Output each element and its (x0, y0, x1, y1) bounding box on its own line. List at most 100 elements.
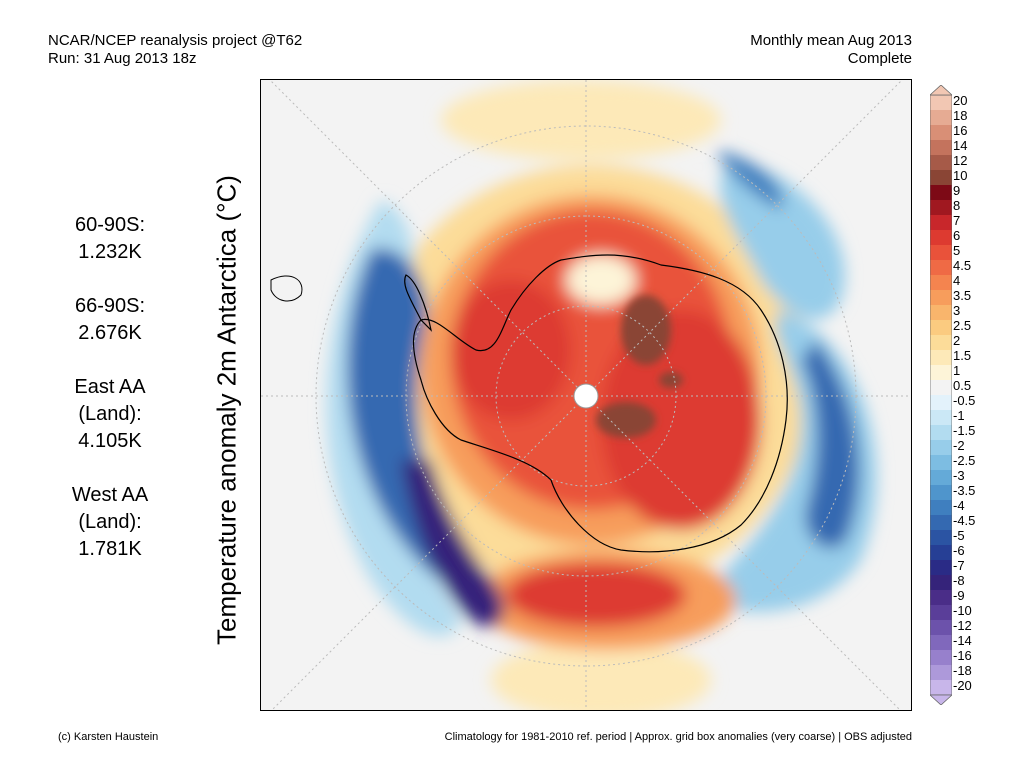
anomaly-maxima (596, 295, 683, 438)
colorbar-cell (930, 530, 952, 546)
colorbar-tick-label: -7 (953, 558, 965, 573)
colorbar-cell (930, 125, 952, 141)
colorbar-cell (930, 365, 952, 381)
footer-credit: (c) Karsten Haustein (58, 731, 159, 743)
colorbar-tick-label: 12 (953, 153, 968, 168)
colorbar-tick-label: 7 (953, 213, 961, 228)
warm-red-east (601, 310, 761, 530)
colorbar-cell (930, 335, 952, 351)
stats-panel: 60-90S: 1.232K 66-90S: 2.676K East AA (L… (40, 212, 180, 590)
colorbar-tick-label: 14 (953, 138, 968, 153)
colorbar-tick-label: -3.5 (953, 483, 976, 498)
colorbar-tick-label: -18 (953, 663, 972, 678)
colorbar-cell (930, 515, 952, 531)
colorbar-cell (930, 215, 952, 231)
colorbar-tick-label: 0.5 (953, 378, 972, 393)
warm-max-1 (621, 295, 671, 365)
colorbar-cell (930, 560, 952, 576)
stat-label: 60-90S: (74, 214, 146, 236)
colorbar-tick-label: -3 (953, 468, 965, 483)
colorbar-tick-label: 9 (953, 183, 961, 198)
stat-66-90s: 66-90S: 2.676K (40, 293, 180, 347)
stat-value: 1.232K (78, 241, 142, 263)
footer-notes: Climatology for 1981-2010 ref. period | … (444, 731, 912, 743)
colorbar-cell (930, 470, 952, 486)
colorbar-cell (930, 230, 952, 246)
colorbar-tick-label: -0.5 (953, 393, 976, 408)
colorbar-tick-label: 2 (953, 333, 961, 348)
colorbar-cell (930, 650, 952, 666)
colorbar-tick-label: 1.5 (953, 348, 972, 363)
colorbar-cells (930, 94, 952, 696)
colorbar-tick-label: -10 (953, 603, 972, 618)
header-left: NCAR/NCEP reanalysis project @T62 Run: 3… (48, 32, 302, 68)
colorbar-tick-label: -1.5 (953, 423, 976, 438)
colorbar-top-arrow (930, 85, 952, 96)
colorbar-cell (930, 155, 952, 171)
peninsula-coastline (404, 274, 432, 332)
colorbar-tick-label: 4 (953, 273, 961, 288)
period-title: Monthly mean Aug 2013 (750, 32, 912, 49)
colorbar-tick-label: 20 (953, 93, 968, 108)
colorbar-tick-label: -2 (953, 438, 965, 453)
colorbar-tick-label: 1 (953, 363, 961, 378)
stat-label: (Land): (78, 403, 142, 425)
colorbar-tick-label: 16 (953, 123, 968, 138)
run-time: Run: 31 Aug 2013 18z (48, 50, 197, 67)
colorbar-cell (930, 605, 952, 621)
antarctic-coastline (412, 254, 788, 553)
stat-east-aa: East AA (Land): 4.105K (40, 374, 180, 455)
colorbar-cell (930, 95, 952, 111)
colorbar-cell (930, 575, 952, 591)
colorbar-cell (930, 320, 952, 336)
colorbar-tick-label: -4.5 (953, 513, 976, 528)
header-right: Monthly mean Aug 2013 Complete (750, 32, 912, 68)
colorbar-tick-label: 4.5 (953, 258, 972, 273)
colorbar-cell (930, 245, 952, 261)
warm-max-2 (596, 402, 656, 438)
colorbar-cell (930, 260, 952, 276)
colorbar-cell (930, 380, 952, 396)
colorbar-cell (930, 485, 952, 501)
warm-fringe-north (441, 80, 721, 160)
colorbar-tick-label: -4 (953, 498, 965, 513)
colorbar-tick-label: -1 (953, 408, 965, 423)
stat-label: 66-90S: (74, 295, 146, 317)
stat-value: 2.676K (78, 322, 142, 344)
colorbar-cell (930, 545, 952, 561)
colorbar-cell (930, 680, 952, 696)
stat-label: (Land): (78, 511, 142, 533)
colorbar-cell (930, 440, 952, 456)
pole-marker (573, 383, 599, 409)
grid-meridian (269, 80, 901, 710)
south-america-tip (270, 275, 303, 302)
map-canvas (261, 80, 911, 710)
colorbar-tick-label: 5 (953, 243, 961, 258)
colorbar-cell (930, 635, 952, 651)
warm-fringe-south (491, 640, 711, 710)
colorbar-tick-label: 3.5 (953, 288, 972, 303)
anomaly-map (260, 79, 912, 711)
colorbar-tick-label: -5 (953, 528, 965, 543)
colorbar-cell (930, 395, 952, 411)
anomaly-field (326, 80, 877, 710)
colorbar-cell (930, 590, 952, 606)
stat-label: East AA (74, 376, 146, 398)
colorbar-cell (930, 350, 952, 366)
colorbar-cell (930, 665, 952, 681)
grid-meridian (271, 80, 903, 710)
colorbar-tick-label: 3 (953, 303, 961, 318)
colorbar-tick-label: -14 (953, 633, 972, 648)
colorbar-tick-label: 6 (953, 228, 961, 243)
colorbar-tick-label: -6 (953, 543, 965, 558)
stat-label: West AA (71, 484, 149, 506)
warm-red-south (506, 563, 686, 627)
colorbar-cell (930, 500, 952, 516)
warm-max-3 (659, 372, 683, 388)
neutral-patch (566, 255, 636, 305)
stat-value: 4.105K (78, 430, 142, 452)
colorbar-tick-label: -12 (953, 618, 972, 633)
colorbar-tick-label: 10 (953, 168, 968, 183)
cold-west-core (401, 460, 504, 627)
colorbar-tick-label: -16 (953, 648, 972, 663)
